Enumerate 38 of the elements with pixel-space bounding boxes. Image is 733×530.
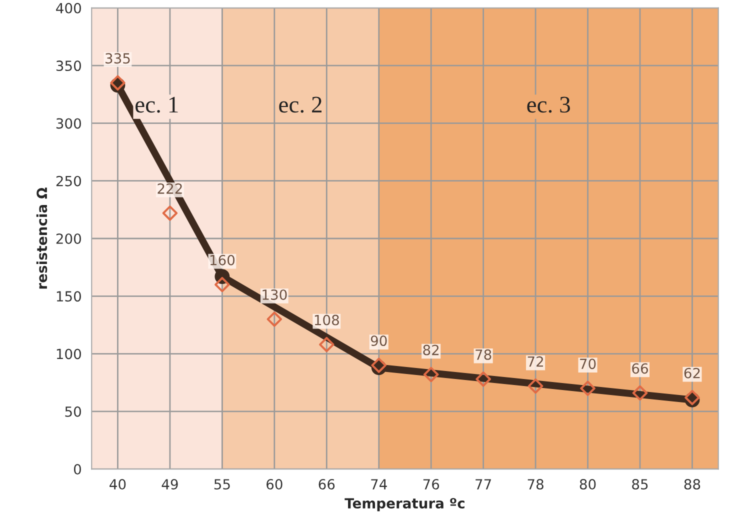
x-tick-label: 80 <box>580 479 596 490</box>
data-label: 82 <box>423 344 439 356</box>
y-tick-label: 300 <box>56 118 81 129</box>
data-label: 72 <box>528 356 543 367</box>
band-label: ec. 3 <box>527 96 570 113</box>
x-tick-label: 77 <box>476 479 491 490</box>
y-axis-title: resistencia Ω <box>36 188 48 289</box>
data-label: 335 <box>106 53 130 64</box>
x-tick-label: 49 <box>162 479 178 490</box>
y-tick-label: 400 <box>56 2 81 14</box>
x-tick-label: 88 <box>684 479 700 490</box>
y-tick-label: 200 <box>56 233 81 244</box>
y-tick-label: 50 <box>65 406 81 417</box>
x-tick-label: 74 <box>371 479 387 490</box>
data-label: 66 <box>632 363 648 374</box>
data-label: 90 <box>370 336 387 346</box>
data-label: 78 <box>476 349 492 360</box>
y-tick-label: 250 <box>56 176 81 186</box>
data-label: 108 <box>314 314 339 326</box>
x-tick-label: 60 <box>266 479 282 490</box>
data-label: 130 <box>262 289 287 300</box>
y-tick-label: 150 <box>56 291 81 302</box>
x-tick-label: 55 <box>214 479 230 490</box>
y-tick-label: 100 <box>56 348 81 360</box>
x-tick-label: 78 <box>528 479 544 490</box>
band-label: ec. 1 <box>136 96 178 113</box>
x-tick-label: 76 <box>423 479 440 490</box>
data-label: 62 <box>684 368 700 378</box>
data-label: 160 <box>210 254 235 266</box>
y-tick-label: 350 <box>56 60 81 72</box>
data-label: 222 <box>158 183 182 194</box>
x-tick-label: 40 <box>110 479 126 490</box>
x-tick-label: 66 <box>318 479 335 490</box>
x-axis-title: Temperatura ºc <box>344 498 464 512</box>
x-tick-label: 85 <box>632 479 648 490</box>
data-label: 70 <box>580 358 596 370</box>
y-tick-label: 0 <box>74 464 81 475</box>
band-label: ec. 2 <box>279 96 322 113</box>
